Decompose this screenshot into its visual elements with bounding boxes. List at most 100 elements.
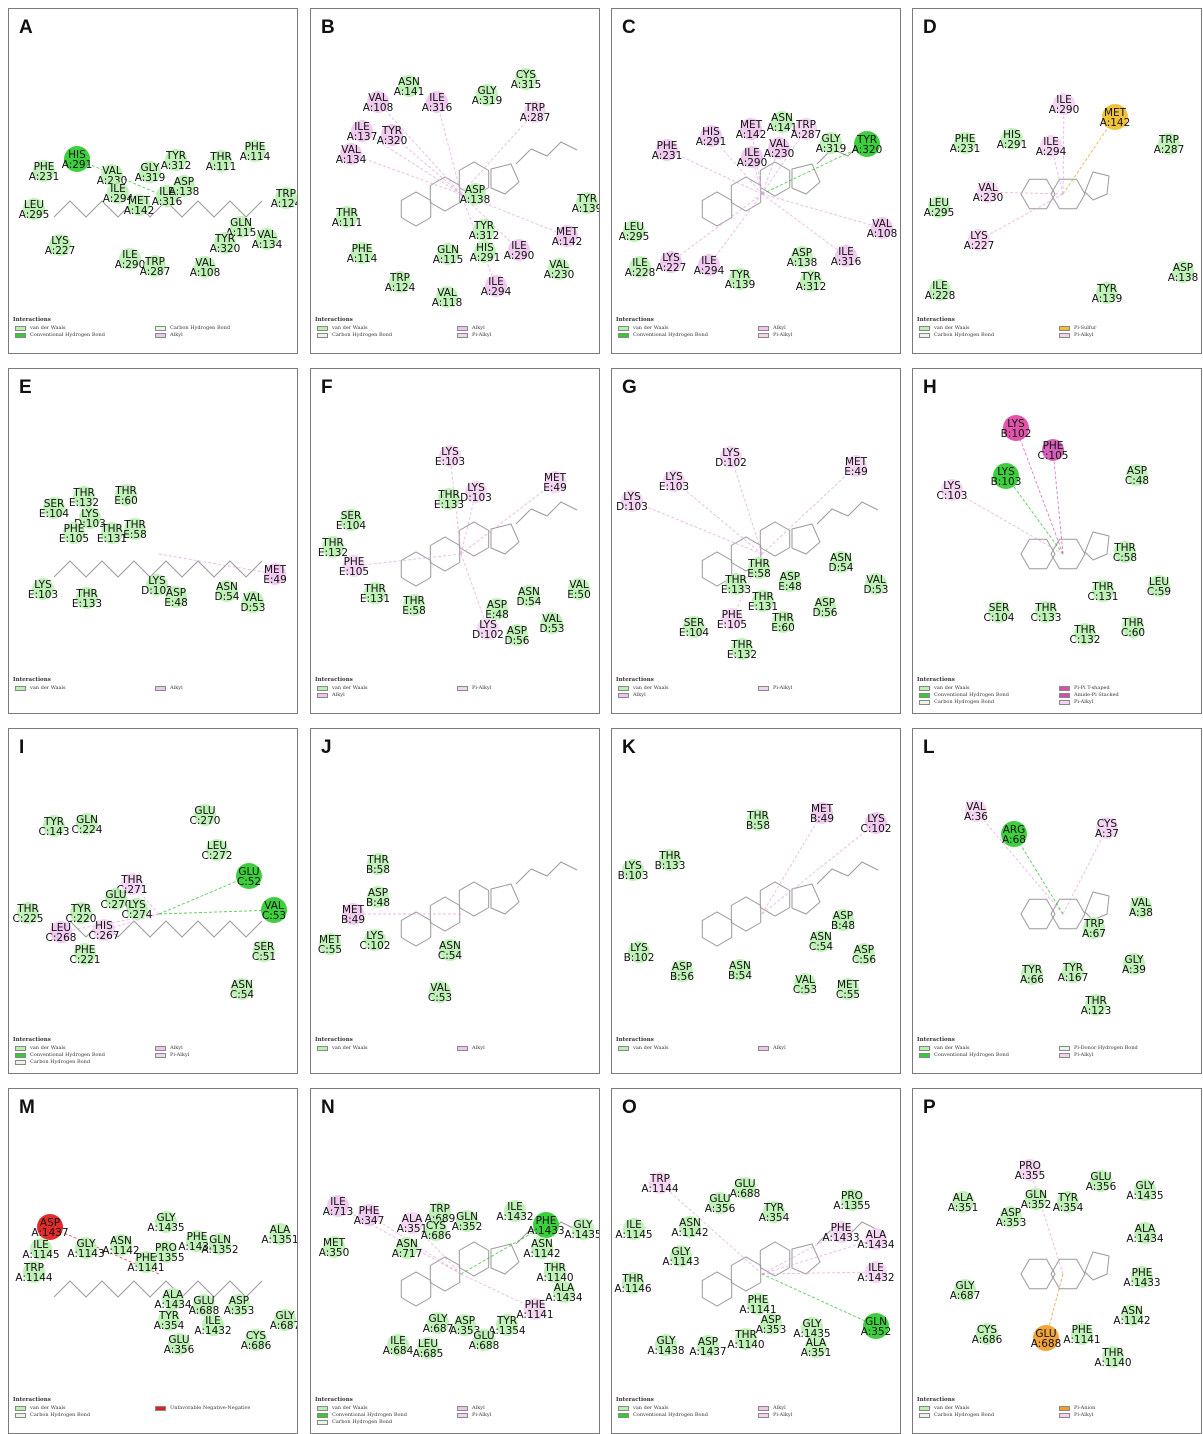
legend-item: Pi-Pi T-shaped <box>1059 685 1110 691</box>
interaction-line <box>1062 827 1108 915</box>
interaction-line <box>460 491 477 555</box>
residue-name: GLY <box>275 1310 295 1322</box>
interaction-legend: Interactions van der Waals Carbon Hydrogen… <box>315 317 595 351</box>
residue-chain: A:686 <box>421 1230 452 1242</box>
legend-swatch <box>919 1045 930 1051</box>
residue-chain: C:48 <box>1125 475 1149 487</box>
interaction-diagram: ASPA:1437GLYA:1435ILEA:1145GLYA:1143ASNA… <box>15 1211 297 1356</box>
residue-disc <box>968 229 990 251</box>
legend-swatch <box>1059 325 1070 331</box>
residue-disc <box>928 196 950 218</box>
legend-label: Carbon Hydrogen Bond <box>30 1059 91 1065</box>
residue-disc <box>853 943 875 965</box>
residue-disc <box>506 624 528 646</box>
residue-disc <box>193 1294 215 1316</box>
legend-swatch <box>317 1412 328 1418</box>
residue-disc <box>210 150 232 172</box>
residue-chain: A:320 <box>852 144 883 156</box>
legend-label: van der Waals <box>30 685 66 691</box>
residue-name: THR <box>1091 581 1114 593</box>
legend-label: van der Waals <box>30 1405 66 1411</box>
residue-disc <box>952 1191 974 1213</box>
residue-name: ILE <box>159 186 175 198</box>
interaction-legend: Interactions van der Waals Conventional Hy… <box>13 317 293 351</box>
legend-item: Alkyl <box>155 1045 183 1051</box>
residue-disc <box>731 638 753 660</box>
panel-letter: M <box>19 1097 35 1118</box>
residue-disc <box>772 611 794 633</box>
residue-name: VAL <box>872 218 892 230</box>
residue-name: GLY <box>955 1280 975 1292</box>
residue-chain: A:1144 <box>641 1183 679 1195</box>
residue-disc <box>139 161 161 183</box>
residue-chain: A:290 <box>1049 104 1080 116</box>
residue-disc <box>439 939 461 961</box>
legend-item: Carbon Hydrogen Bond <box>317 332 392 338</box>
residue-name: THR <box>335 207 358 219</box>
legend-swatch <box>758 1405 769 1411</box>
residue-name: ILE <box>330 1196 346 1208</box>
residue-disc <box>663 470 685 492</box>
residue-chain: A:287 <box>791 129 822 141</box>
residue-chain: D:102 <box>141 585 173 597</box>
residue-chain: C:51 <box>252 951 276 963</box>
residue-chain: A:1141 <box>516 1309 553 1321</box>
residue-chain: B:49 <box>341 914 365 926</box>
residue-disc <box>245 1329 267 1351</box>
residue-chain: A:294 <box>694 265 725 277</box>
residue-disc <box>504 1200 526 1222</box>
residue-chain: A:114 <box>347 253 378 265</box>
residue-disc <box>622 1272 644 1294</box>
residue-disc <box>1148 575 1170 597</box>
residue-chain: A:351 <box>801 1347 832 1359</box>
panel-h: H LYS B:102 PHE C:105 LYS B:103 ASP C:48 LYS C:103… <box>912 368 1202 714</box>
panel-letter: P <box>923 1097 936 1118</box>
residue-chain: A:38 <box>1129 907 1153 919</box>
residue-name: GLY <box>1135 1180 1155 1192</box>
interaction-line <box>1062 103 1065 195</box>
residue-disc <box>729 268 751 290</box>
residue-chain: E:131 <box>360 593 390 605</box>
ligand-structure <box>53 920 263 938</box>
residue-chain: B:58 <box>746 820 770 832</box>
residue-disc <box>50 921 72 943</box>
residue-disc <box>76 813 98 835</box>
panel-letter: G <box>622 377 637 398</box>
residue-name: ALA <box>806 1337 827 1349</box>
residue-disc <box>146 574 168 596</box>
residue-name: ASN <box>439 940 461 952</box>
legend-label: Pi-Alkyl <box>773 332 793 338</box>
residue-name: THR <box>114 485 137 497</box>
ligand-structure <box>53 200 263 218</box>
residue-disc <box>623 1218 645 1240</box>
residue-name: PHE <box>34 161 55 173</box>
interaction-line <box>730 456 763 555</box>
residue-name: PHE <box>187 1231 208 1243</box>
residue-name: TRP <box>524 102 545 114</box>
residue-name: VAL <box>437 287 457 299</box>
residue-disc <box>1130 896 1152 918</box>
residue-disc <box>795 118 817 140</box>
legend-item: Conventional Hydrogen Bond <box>618 1412 708 1418</box>
interaction-legend: Interactions van der Waals Carbon Hydrogen… <box>917 1397 1197 1431</box>
interaction-line <box>659 1182 763 1275</box>
residue-name: LYS <box>81 508 99 520</box>
